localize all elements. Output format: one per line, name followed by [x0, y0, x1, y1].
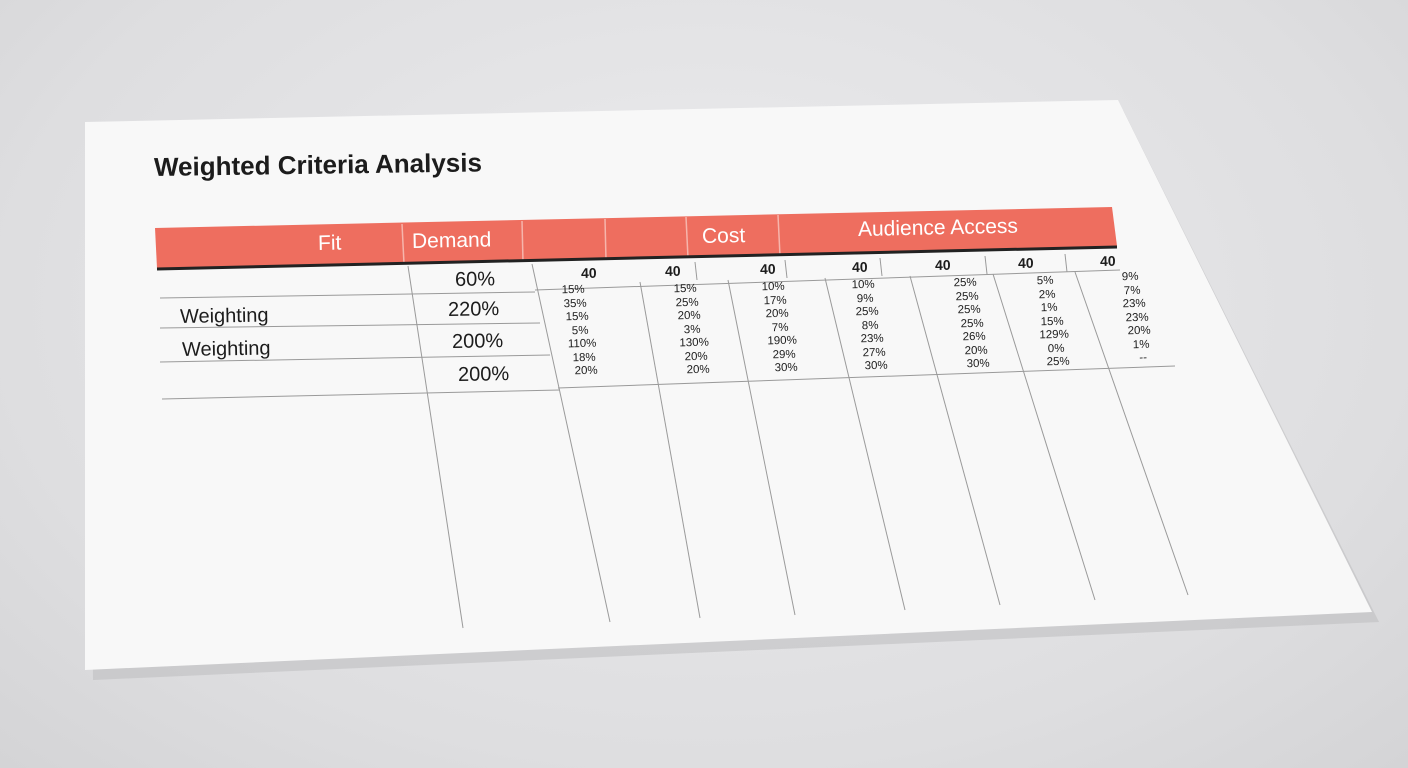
percent-cell: 30% [864, 359, 889, 373]
column-weight: 40 [664, 262, 681, 279]
percent-cell: 20% [574, 364, 599, 378]
percent-cell: 3% [683, 323, 701, 336]
percent-cell: 15% [561, 283, 585, 297]
percent-cell: 15% [1040, 315, 1064, 328]
percent-cell: 27% [862, 346, 886, 359]
header-fit: Fit [317, 231, 342, 255]
percent-cell: -- [1139, 351, 1148, 365]
percent-cell: 129% [1039, 328, 1069, 342]
percent-cell: 130% [679, 336, 709, 350]
percent-cell: 1% [1132, 338, 1150, 351]
percent-cell: 30% [774, 361, 799, 375]
percent-cell: 20% [964, 344, 988, 357]
row-label: Weighting [179, 304, 269, 328]
percent-cell: 25% [1046, 355, 1071, 369]
left-value: 220% [447, 298, 500, 321]
column-weight: 40 [580, 264, 597, 281]
paper [85, 100, 1372, 670]
percent-cell: 20% [686, 363, 711, 377]
column-weight: 40 [759, 260, 776, 277]
percent-cell: 17% [763, 294, 788, 307]
left-value: 60% [454, 268, 496, 291]
document-title: Weighted Criteria Analysis [153, 147, 483, 182]
percent-cell: 10% [851, 278, 875, 292]
header-rule [156, 245, 1118, 271]
percent-cell: 190% [767, 334, 797, 348]
left-value: 200% [451, 330, 504, 353]
percent-cell: 25% [953, 276, 977, 290]
percent-cell: 9% [856, 292, 874, 305]
header-bar [155, 207, 1117, 268]
percent-cell: 30% [966, 357, 991, 371]
percent-cell: 20% [765, 307, 790, 321]
percent-cell: 5% [1036, 274, 1054, 288]
percent-cell: 23% [1122, 297, 1147, 311]
percent-cell: 18% [572, 351, 596, 364]
percent-cell: 26% [962, 330, 986, 344]
percent-cell: 20% [677, 309, 702, 323]
percent-cell: 5% [571, 324, 589, 337]
percent-cell: 15% [673, 282, 697, 296]
percent-cell: 29% [772, 348, 796, 361]
header-demand: Demand [411, 228, 492, 253]
percent-cell: 1% [1041, 301, 1059, 315]
left-value: 200% [457, 363, 510, 386]
percent-cell: 35% [563, 297, 588, 310]
percent-cell: 9% [1121, 270, 1139, 284]
percent-cell: 2% [1038, 288, 1056, 301]
percent-cell: 25% [955, 290, 980, 303]
percent-cell: 25% [957, 303, 982, 317]
percent-cell: 15% [565, 310, 590, 324]
column-weight: 40 [1017, 254, 1034, 271]
percent-cell: 20% [684, 350, 708, 363]
percent-cell: 0% [1047, 342, 1065, 355]
row-label: Weighting [181, 337, 271, 361]
percent-cell: 23% [1125, 311, 1149, 324]
percent-cell: 10% [761, 280, 785, 294]
column-weight: 40 [1099, 252, 1116, 269]
percent-cell: 8% [861, 319, 879, 332]
grid-lines [159, 253, 1189, 629]
header-cost: Cost [701, 224, 746, 248]
column-weight: 40 [851, 258, 868, 275]
column-weight: 40 [934, 256, 951, 273]
percent-cell: 25% [675, 296, 700, 309]
header-audience-access: Audience Access [857, 214, 1019, 241]
percent-cell: 25% [960, 317, 984, 330]
percent-cell: 110% [567, 337, 597, 351]
percent-cell: 23% [860, 332, 884, 346]
percent-cell: 7% [771, 321, 789, 334]
percent-cell: 20% [1127, 324, 1151, 338]
percent-cell: 7% [1123, 284, 1141, 297]
percent-cell: 25% [855, 305, 880, 319]
